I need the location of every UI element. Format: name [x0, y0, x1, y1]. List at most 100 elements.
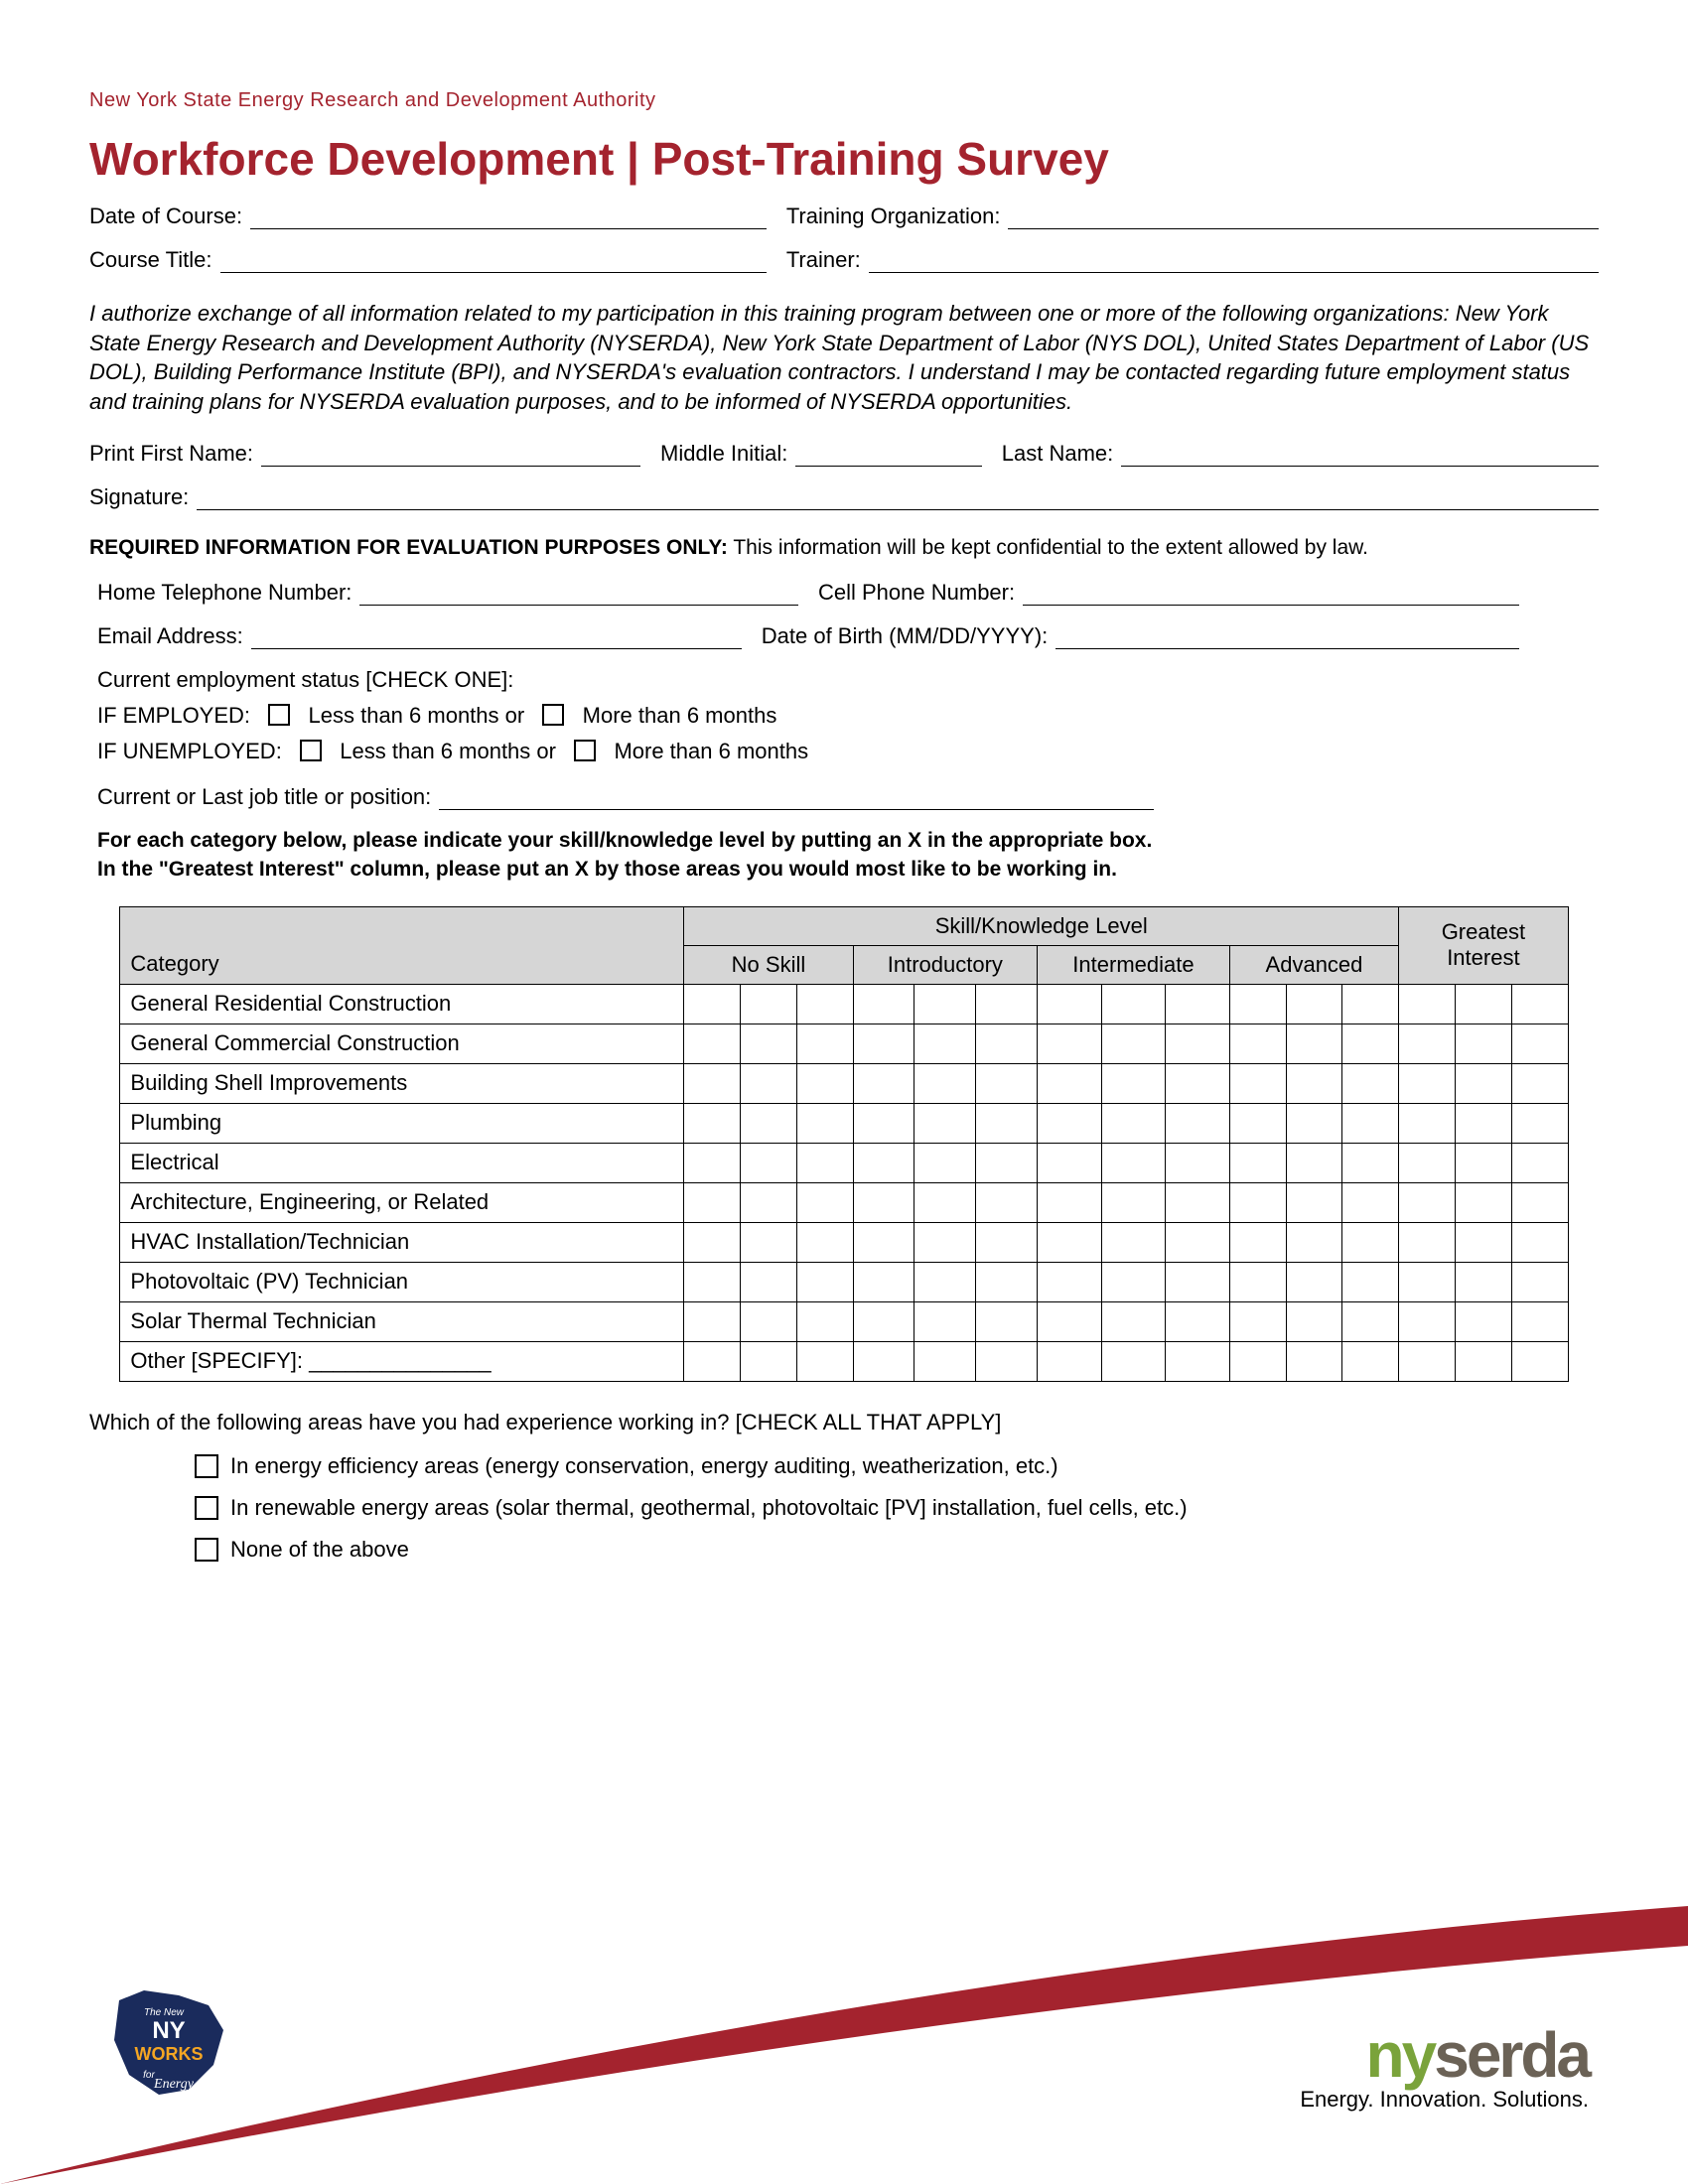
skill-checkbox[interactable]: [1229, 1063, 1286, 1103]
unemployed-gt6-checkbox[interactable]: [574, 740, 596, 761]
skill-checkbox[interactable]: [741, 1222, 797, 1262]
skill-checkbox[interactable]: [796, 1182, 853, 1222]
skill-checkbox[interactable]: [1229, 1222, 1286, 1262]
skill-checkbox[interactable]: [976, 1024, 1038, 1063]
skill-checkbox[interactable]: [1342, 1341, 1399, 1381]
skill-checkbox[interactable]: [1511, 1182, 1568, 1222]
skill-checkbox[interactable]: [1399, 1301, 1456, 1341]
skill-checkbox[interactable]: [976, 1182, 1038, 1222]
skill-checkbox[interactable]: [684, 1103, 741, 1143]
skill-checkbox[interactable]: [1455, 1143, 1511, 1182]
skill-checkbox[interactable]: [796, 1143, 853, 1182]
skill-checkbox[interactable]: [1229, 1143, 1286, 1182]
skill-checkbox[interactable]: [976, 1262, 1038, 1301]
skill-checkbox[interactable]: [1511, 1103, 1568, 1143]
skill-checkbox[interactable]: [1101, 1222, 1166, 1262]
skill-checkbox[interactable]: [741, 1341, 797, 1381]
skill-checkbox[interactable]: [1455, 1301, 1511, 1341]
skill-checkbox[interactable]: [1455, 1262, 1511, 1301]
skill-checkbox[interactable]: [1038, 1301, 1102, 1341]
skill-checkbox[interactable]: [1166, 1262, 1230, 1301]
skill-checkbox[interactable]: [1038, 1182, 1102, 1222]
skill-checkbox[interactable]: [1342, 1301, 1399, 1341]
skill-checkbox[interactable]: [1166, 1301, 1230, 1341]
skill-checkbox[interactable]: [684, 1301, 741, 1341]
skill-checkbox[interactable]: [914, 1222, 976, 1262]
home-phone-input[interactable]: [359, 582, 798, 606]
skill-checkbox[interactable]: [684, 984, 741, 1024]
experience-checkbox[interactable]: [195, 1496, 218, 1520]
skill-checkbox[interactable]: [741, 1063, 797, 1103]
skill-checkbox[interactable]: [796, 1024, 853, 1063]
skill-checkbox[interactable]: [1038, 1103, 1102, 1143]
skill-checkbox[interactable]: [1511, 1301, 1568, 1341]
skill-checkbox[interactable]: [796, 1103, 853, 1143]
dob-input[interactable]: [1055, 625, 1519, 649]
experience-checkbox[interactable]: [195, 1538, 218, 1562]
skill-checkbox[interactable]: [914, 1341, 976, 1381]
skill-checkbox[interactable]: [1286, 1222, 1342, 1262]
skill-checkbox[interactable]: [976, 1341, 1038, 1381]
skill-checkbox[interactable]: [914, 1063, 976, 1103]
skill-checkbox[interactable]: [1399, 1103, 1456, 1143]
skill-checkbox[interactable]: [1342, 1182, 1399, 1222]
skill-checkbox[interactable]: [1455, 1063, 1511, 1103]
unemployed-lt6-checkbox[interactable]: [300, 740, 322, 761]
skill-checkbox[interactable]: [741, 1024, 797, 1063]
skill-checkbox[interactable]: [1229, 984, 1286, 1024]
skill-checkbox[interactable]: [1511, 1341, 1568, 1381]
skill-checkbox[interactable]: [1342, 1143, 1399, 1182]
skill-checkbox[interactable]: [1399, 984, 1456, 1024]
skill-checkbox[interactable]: [1342, 984, 1399, 1024]
employed-gt6-checkbox[interactable]: [542, 704, 564, 726]
skill-checkbox[interactable]: [1286, 1063, 1342, 1103]
course-title-input[interactable]: [220, 249, 767, 273]
skill-checkbox[interactable]: [741, 1103, 797, 1143]
skill-checkbox[interactable]: [914, 984, 976, 1024]
skill-checkbox[interactable]: [914, 1301, 976, 1341]
skill-checkbox[interactable]: [1038, 1341, 1102, 1381]
skill-checkbox[interactable]: [976, 1222, 1038, 1262]
skill-checkbox[interactable]: [1229, 1262, 1286, 1301]
skill-checkbox[interactable]: [1038, 1262, 1102, 1301]
skill-checkbox[interactable]: [1511, 1222, 1568, 1262]
skill-checkbox[interactable]: [1342, 1063, 1399, 1103]
skill-checkbox[interactable]: [1229, 1024, 1286, 1063]
skill-checkbox[interactable]: [976, 984, 1038, 1024]
date-input[interactable]: [250, 205, 767, 229]
skill-checkbox[interactable]: [1399, 1143, 1456, 1182]
skill-checkbox[interactable]: [684, 1063, 741, 1103]
skill-checkbox[interactable]: [976, 1143, 1038, 1182]
signature-input[interactable]: [197, 486, 1599, 510]
skill-checkbox[interactable]: [853, 1063, 914, 1103]
skill-checkbox[interactable]: [796, 1341, 853, 1381]
skill-checkbox[interactable]: [796, 984, 853, 1024]
skill-checkbox[interactable]: [1166, 1222, 1230, 1262]
skill-checkbox[interactable]: [1101, 984, 1166, 1024]
skill-checkbox[interactable]: [1342, 1024, 1399, 1063]
skill-checkbox[interactable]: [1286, 984, 1342, 1024]
skill-checkbox[interactable]: [1101, 1143, 1166, 1182]
skill-checkbox[interactable]: [741, 984, 797, 1024]
skill-checkbox[interactable]: [1286, 1262, 1342, 1301]
training-org-input[interactable]: [1008, 205, 1599, 229]
skill-checkbox[interactable]: [684, 1341, 741, 1381]
mi-input[interactable]: [795, 443, 981, 467]
skill-checkbox[interactable]: [1342, 1103, 1399, 1143]
skill-checkbox[interactable]: [741, 1301, 797, 1341]
skill-checkbox[interactable]: [1286, 1143, 1342, 1182]
skill-checkbox[interactable]: [853, 1143, 914, 1182]
skill-checkbox[interactable]: [1166, 1341, 1230, 1381]
skill-checkbox[interactable]: [914, 1262, 976, 1301]
skill-checkbox[interactable]: [1399, 1063, 1456, 1103]
skill-checkbox[interactable]: [1166, 1024, 1230, 1063]
skill-checkbox[interactable]: [1286, 1301, 1342, 1341]
skill-checkbox[interactable]: [1399, 1341, 1456, 1381]
skill-checkbox[interactable]: [1101, 1341, 1166, 1381]
skill-checkbox[interactable]: [796, 1222, 853, 1262]
skill-checkbox[interactable]: [1229, 1301, 1286, 1341]
skill-checkbox[interactable]: [1511, 984, 1568, 1024]
last-name-input[interactable]: [1121, 443, 1599, 467]
skill-checkbox[interactable]: [1511, 1262, 1568, 1301]
skill-checkbox[interactable]: [1101, 1063, 1166, 1103]
